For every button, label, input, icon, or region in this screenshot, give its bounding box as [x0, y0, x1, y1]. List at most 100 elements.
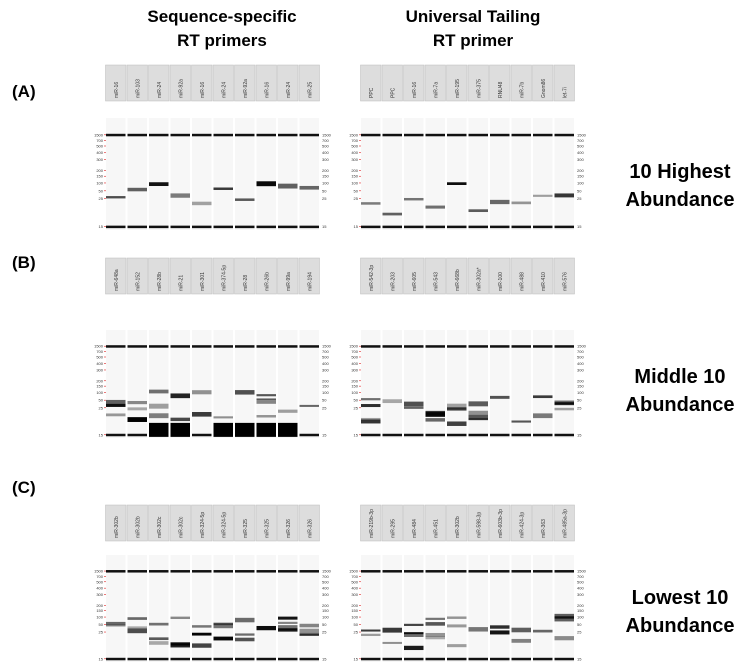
ladder-label: 150: [96, 608, 103, 613]
band: [278, 423, 298, 437]
ladder-label: 200: [322, 378, 329, 383]
lane-label: let-7i: [562, 87, 568, 98]
marker-band: [257, 345, 277, 348]
marker-band: [300, 570, 320, 573]
marker-band: [426, 434, 446, 437]
band: [128, 626, 148, 628]
ladder-label: 500: [577, 579, 584, 584]
ladder-label: 150: [577, 608, 584, 613]
band: [214, 187, 234, 189]
lane-label: miR-598-3p: [476, 512, 482, 538]
band: [555, 408, 575, 410]
ladder-label: 1500: [322, 344, 332, 349]
marker-band: [171, 345, 191, 348]
ladder-label: 50: [354, 622, 359, 627]
marker-band: [235, 570, 255, 573]
ladder-label: 15: [354, 432, 359, 437]
lane-label: miR-26b: [264, 272, 270, 291]
marker-band: [512, 434, 532, 437]
band: [555, 614, 575, 618]
ladder-label: 100: [577, 615, 584, 620]
ladder-label: 200: [322, 168, 329, 173]
ladder-label: 300: [577, 367, 584, 372]
ladder-label: 400: [351, 150, 358, 155]
marker-band: [469, 345, 489, 348]
lane-label: miR-410: [541, 272, 547, 291]
ladder-label: 700: [351, 138, 358, 143]
band: [555, 636, 575, 640]
ladder-label: 700: [96, 138, 103, 143]
ladder-label: 1500: [577, 569, 587, 574]
lane-label: miR-302b: [114, 516, 120, 538]
lane-label: miR-21: [178, 275, 184, 291]
lane-label: miR-28: [243, 275, 249, 291]
band: [469, 401, 489, 406]
marker-band: [361, 345, 381, 348]
band: [404, 407, 424, 409]
band: [404, 624, 424, 626]
marker-band: [469, 434, 489, 437]
marker-band: [106, 134, 126, 137]
ladder-label: 25: [577, 405, 582, 410]
band: [404, 634, 424, 637]
lane-label: miR-451: [433, 519, 439, 538]
band: [300, 632, 320, 636]
ladder-label: 15: [322, 224, 327, 229]
ladder-label: 200: [96, 603, 103, 608]
marker-band: [533, 434, 553, 437]
marker-band: [447, 134, 467, 137]
ladder-label: 50: [99, 398, 104, 403]
marker-band: [128, 134, 148, 137]
lane-label: miR-325: [243, 519, 249, 538]
ladder-label: 150: [322, 384, 329, 389]
lane-label: miR-16: [114, 82, 120, 98]
marker-band: [512, 345, 532, 348]
row-label: Lowest 10: [632, 587, 729, 609]
band: [512, 639, 532, 643]
ladder-label: 15: [322, 432, 327, 437]
marker-band: [214, 658, 234, 661]
ladder-label: 25: [99, 196, 104, 201]
lane-label: miR-488: [519, 272, 525, 291]
marker-band: [426, 345, 446, 348]
marker-band: [512, 134, 532, 137]
ladder-label: 150: [96, 384, 103, 389]
band: [128, 407, 148, 410]
ladder-label: 400: [577, 361, 584, 366]
figure: Sequence-specific RT primers Universal T…: [0, 0, 751, 666]
band: [235, 198, 255, 201]
band: [383, 642, 403, 644]
ladder-label: 500: [322, 144, 329, 149]
lane-label: miR-302b: [455, 516, 461, 538]
ladder-label: 300: [96, 157, 103, 162]
lane-label: miR-7b: [519, 82, 525, 98]
band: [106, 400, 126, 403]
ladder-label: 400: [96, 361, 103, 366]
marker-band: [426, 226, 446, 229]
marker-band: [555, 134, 575, 137]
lane-label: miR-648a: [114, 269, 120, 291]
ladder-label: 400: [351, 361, 358, 366]
marker-band: [426, 658, 446, 661]
ladder-label: 400: [96, 586, 103, 591]
band: [278, 622, 298, 624]
ladder-label: 500: [351, 355, 358, 360]
marker-band: [404, 226, 424, 229]
ladder-label: 1500: [94, 344, 104, 349]
marker-band: [300, 345, 320, 348]
band: [192, 643, 212, 647]
band: [361, 634, 381, 636]
marker-band: [149, 658, 169, 661]
ladder-label: 100: [96, 615, 103, 620]
ladder-label: 500: [322, 579, 329, 584]
panel-label: (A): [12, 82, 36, 101]
marker-band: [555, 570, 575, 573]
band: [171, 617, 191, 619]
ladder-label: 25: [322, 196, 327, 201]
ladder-label: 150: [322, 174, 329, 179]
band: [361, 202, 381, 205]
ladder-label: 1500: [349, 569, 359, 574]
lane-label: miR-302b: [135, 516, 141, 538]
ladder-label: 500: [351, 144, 358, 149]
marker-band: [404, 434, 424, 437]
